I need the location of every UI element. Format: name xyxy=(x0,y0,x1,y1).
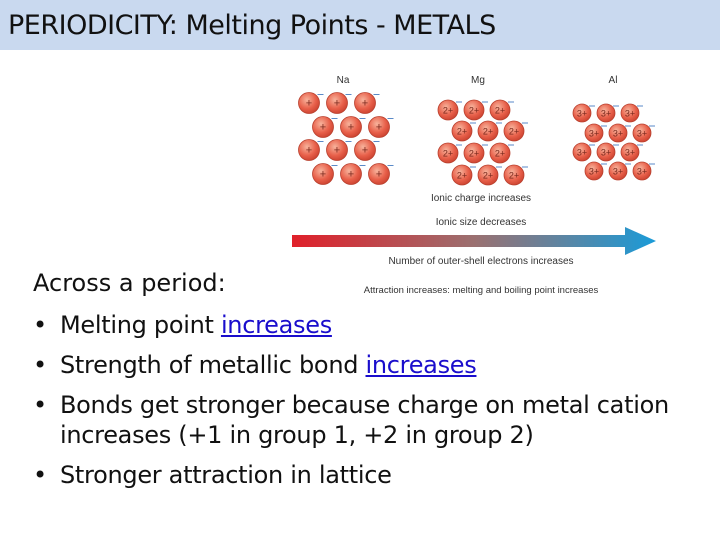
svg-text:2+: 2+ xyxy=(495,106,505,116)
label-attraction: Attraction increases: melting and boilin… xyxy=(363,285,599,296)
svg-text:3+: 3+ xyxy=(577,109,587,119)
ion-na: + xyxy=(298,139,324,161)
ion-na: + xyxy=(312,163,338,185)
ion-al: 3+ xyxy=(584,161,607,181)
ion-na: + xyxy=(354,92,380,114)
svg-text:+: + xyxy=(362,98,368,110)
svg-text:2+: 2+ xyxy=(469,149,479,159)
element-label-al: Al xyxy=(608,75,618,86)
svg-text:+: + xyxy=(334,98,340,110)
ion-al: 3+ xyxy=(596,142,619,162)
svg-text:+: + xyxy=(376,169,382,181)
trend-arrow xyxy=(292,227,656,255)
svg-text:2+: 2+ xyxy=(469,106,479,116)
ion-al: 3+ xyxy=(632,123,655,143)
svg-text:3+: 3+ xyxy=(613,129,623,139)
ion-mg: 2+ xyxy=(451,164,476,186)
element-label-na: Na xyxy=(336,75,350,86)
link-increases[interactable]: increases xyxy=(220,311,332,339)
bullet-item: Melting point increases xyxy=(33,310,713,340)
ion-mg: 2+ xyxy=(463,99,488,121)
title-bar: PERIODICITY: Melting Points - METALS xyxy=(0,0,720,50)
label-ionic-charge: Ionic charge increases xyxy=(430,193,532,204)
svg-text:2+: 2+ xyxy=(457,127,467,137)
ion-mg: 2+ xyxy=(477,120,502,142)
slide-title: PERIODICITY: Melting Points - METALS xyxy=(8,10,496,41)
svg-text:3+: 3+ xyxy=(637,129,647,139)
svg-text:2+: 2+ xyxy=(483,171,493,181)
label-outer-electrons: Number of outer-shell electrons increase… xyxy=(388,256,574,267)
svg-text:+: + xyxy=(362,145,368,157)
bullet-item: Bonds get stronger because charge on met… xyxy=(33,390,713,450)
ion-al: 3+ xyxy=(620,142,643,162)
lattice-svg: + + ++ + ++ + ++ + +2+ 2+ 2+2+ 2+ 2+2+ 2+ 2+2+ 2+ 2+3+ 3+… xyxy=(292,92,656,255)
ion-na: + xyxy=(354,139,380,161)
ion-al: 3+ xyxy=(608,123,631,143)
svg-text:+: + xyxy=(334,145,340,157)
ion-na: + xyxy=(326,139,352,161)
ion-al: 3+ xyxy=(620,103,643,123)
ion-mg: 2+ xyxy=(503,164,528,186)
svg-text:2+: 2+ xyxy=(509,171,519,181)
ion-na: + xyxy=(312,116,338,138)
svg-text:3+: 3+ xyxy=(601,109,611,119)
ion-mg: 2+ xyxy=(437,142,462,164)
bullet-text: Strength of metallic bond xyxy=(60,351,366,379)
svg-text:+: + xyxy=(320,169,326,181)
ion-mg: 2+ xyxy=(489,99,514,121)
body-heading: Across a period: xyxy=(33,269,226,297)
svg-text:2+: 2+ xyxy=(483,127,493,137)
svg-text:+: + xyxy=(376,122,382,134)
ion-al: 3+ xyxy=(596,103,619,123)
svg-text:3+: 3+ xyxy=(625,109,635,119)
svg-text:3+: 3+ xyxy=(637,167,647,177)
bullet-text: Melting point xyxy=(60,311,221,339)
ion-al: 3+ xyxy=(584,123,607,143)
ion-al: 3+ xyxy=(632,161,655,181)
svg-text:2+: 2+ xyxy=(509,127,519,137)
svg-text:3+: 3+ xyxy=(601,148,611,158)
bullet-item: Strength of metallic bond increases xyxy=(33,350,713,380)
ion-al: 3+ xyxy=(572,142,595,162)
svg-text:2+: 2+ xyxy=(457,171,467,181)
svg-text:+: + xyxy=(348,122,354,134)
ion-na: + xyxy=(326,92,352,114)
ion-mg: 2+ xyxy=(451,120,476,142)
label-ionic-size: Ionic size decreases xyxy=(435,217,527,228)
ion-na: + xyxy=(340,116,366,138)
bullet-text: Bonds get stronger because charge on met… xyxy=(60,391,669,449)
ion-mg: 2+ xyxy=(503,120,528,142)
ion-mg: 2+ xyxy=(477,164,502,186)
ion-mg: 2+ xyxy=(437,99,462,121)
bullet-text: Stronger attraction in lattice xyxy=(60,461,392,489)
ion-na: + xyxy=(340,163,366,185)
svg-text:3+: 3+ xyxy=(589,129,599,139)
ion-al: 3+ xyxy=(608,161,631,181)
ion-mg: 2+ xyxy=(489,142,514,164)
element-label-mg: Mg xyxy=(471,75,485,86)
svg-text:3+: 3+ xyxy=(625,148,635,158)
svg-text:2+: 2+ xyxy=(443,149,453,159)
svg-text:+: + xyxy=(348,169,354,181)
metallic-lattice-diagram: + + + + + + + + + + + +2+ 2+ 2+ 2+ 2+ 2+ 2+ 2+ 2+ 2+ 2+ 2+ 3+ 3+… xyxy=(292,75,656,296)
svg-text:+: + xyxy=(306,98,312,110)
ion-na: + xyxy=(298,92,324,114)
ion-mg: 2+ xyxy=(463,142,488,164)
svg-text:+: + xyxy=(320,122,326,134)
link-increases[interactable]: increases xyxy=(365,351,477,379)
svg-text:3+: 3+ xyxy=(589,167,599,177)
ion-al: 3+ xyxy=(572,103,595,123)
ion-na: + xyxy=(368,116,394,138)
svg-text:2+: 2+ xyxy=(443,106,453,116)
svg-text:3+: 3+ xyxy=(577,148,587,158)
ion-na: + xyxy=(368,163,394,185)
bullet-item: Stronger attraction in lattice xyxy=(33,460,713,490)
bullet-list: Melting point increases Strength of meta… xyxy=(33,310,713,500)
svg-text:+: + xyxy=(306,145,312,157)
svg-text:2+: 2+ xyxy=(495,149,505,159)
svg-text:3+: 3+ xyxy=(613,167,623,177)
